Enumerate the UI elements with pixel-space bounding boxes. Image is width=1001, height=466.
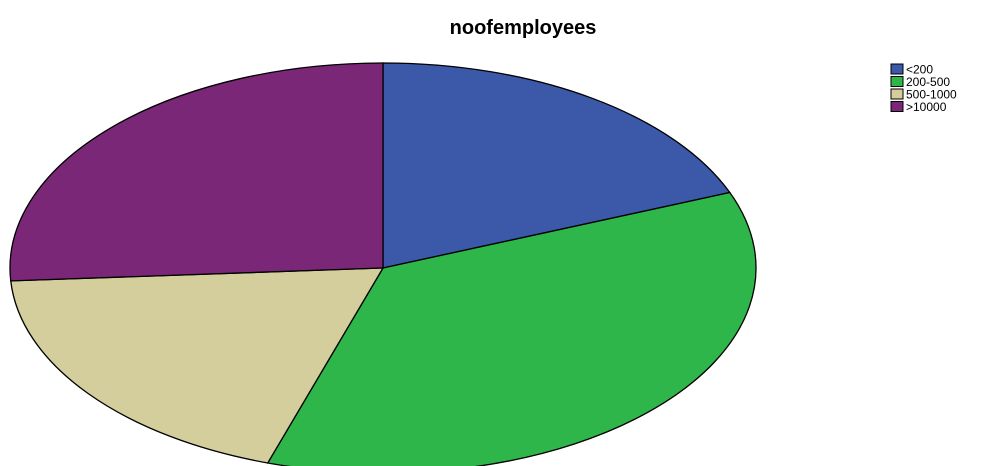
legend-swatch-200-500	[890, 76, 904, 87]
pie-slice-500-1000	[10, 267, 385, 464]
chart-title: noofemployees	[450, 17, 597, 39]
legend-swatch-lt-200	[890, 63, 904, 75]
legend-label-500-1000: 500-1000	[906, 88, 957, 102]
pie-slice-gt-10000	[9, 62, 384, 282]
legend-label-gt-10000: >10000	[906, 100, 947, 114]
legend-label-200-500: 200-500	[906, 75, 950, 89]
pie-slices	[9, 62, 757, 466]
legend-label-lt-200: <200	[906, 63, 933, 77]
legend-swatch-gt-10000	[890, 101, 904, 112]
legend-swatch-500-1000	[890, 88, 904, 100]
pie-slice-200-500	[266, 191, 757, 466]
pie-slice-lt-200	[382, 62, 731, 269]
